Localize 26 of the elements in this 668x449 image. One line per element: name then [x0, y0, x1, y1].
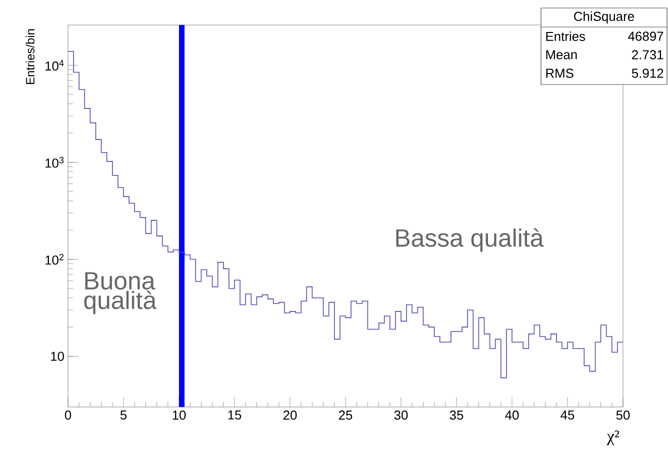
text: 5.912 — [632, 68, 664, 78]
text: 2.731 — [632, 50, 664, 60]
x-tick-label: 20 — [283, 410, 297, 420]
x-tick-label: 35 — [450, 410, 464, 420]
x-tick-label: 5 — [120, 410, 127, 420]
y-tick-label: 10$^{2}$ — [46, 254, 64, 265]
x-axis-title: χ² — [606, 430, 620, 446]
y-tick-label: 10 — [51, 352, 64, 362]
y-axis-title: Entries/bin — [26, 29, 34, 84]
x-tick-label: 25 — [338, 410, 352, 420]
y-tick-label: 10$^{4}$ — [46, 60, 64, 71]
annotation: RMS — [546, 68, 574, 78]
text: ChiSquare — [574, 12, 634, 24]
annotation: Bassa qualità — [396, 228, 544, 252]
x-tick-label: 0 — [64, 410, 72, 420]
x-tick-label: 40 — [505, 410, 519, 420]
x-tick-label: 45 — [560, 410, 574, 420]
text: 46897 — [628, 32, 664, 42]
annotation: Buona qualità — [84, 272, 157, 314]
x-tick-label: 15 — [228, 410, 242, 420]
y-tick-label: 10$^{3}$ — [46, 157, 64, 168]
annotation: Mean — [546, 50, 577, 60]
x-tick-label: 10 — [172, 410, 186, 420]
x-tick-label: 30 — [394, 410, 408, 420]
annotation: Entries — [546, 32, 586, 42]
x-tick-label: 50 — [616, 410, 630, 420]
